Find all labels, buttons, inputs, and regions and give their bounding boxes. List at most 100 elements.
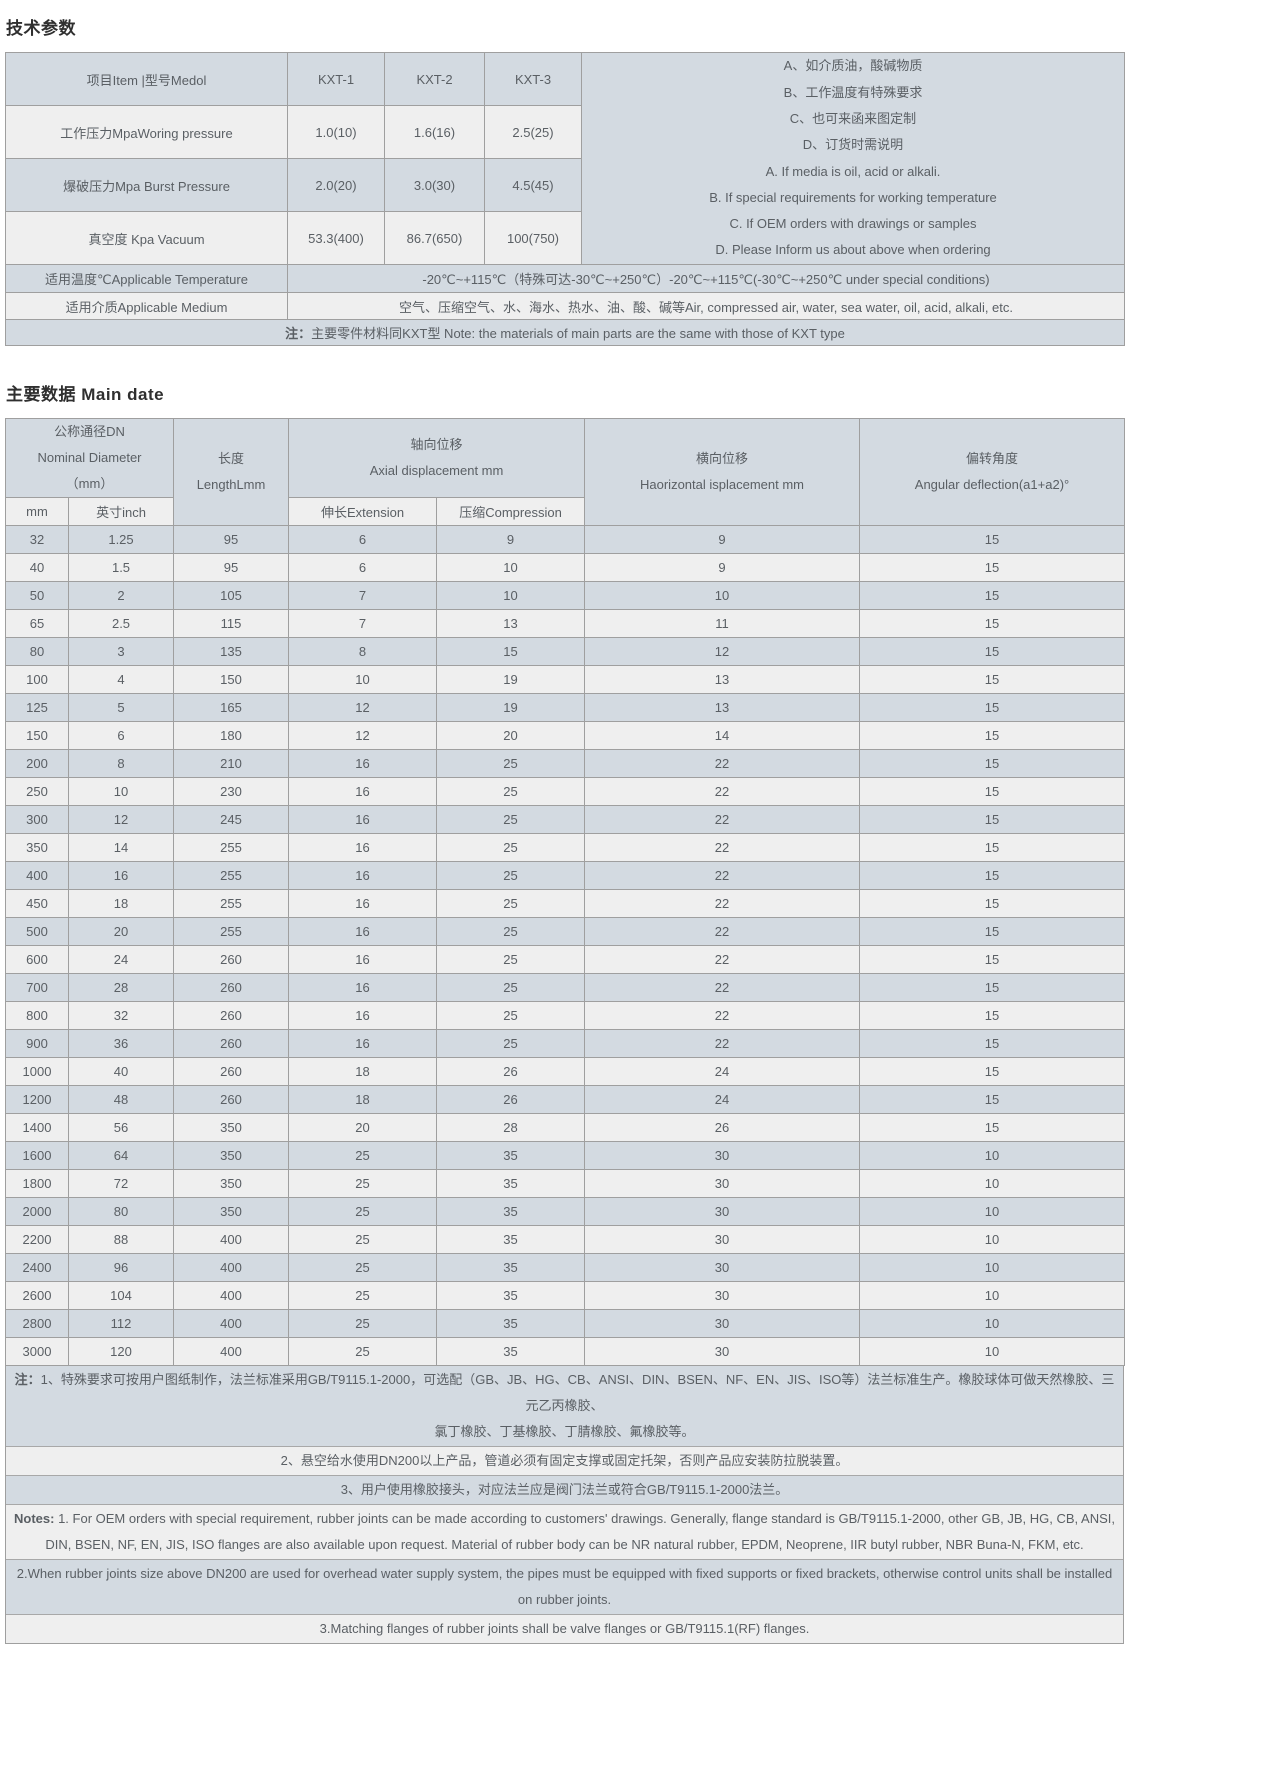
table-row: 500 20 255 16 25 22 15	[5, 917, 1126, 946]
table-cell: 10	[436, 581, 586, 610]
page-content: 技术参数 项目Item |型号Medol KXT-1 KXT-2 KXT-3 A…	[4, 0, 1126, 1644]
table-cell: 260	[173, 1001, 290, 1030]
table-cell: 30	[584, 1281, 861, 1310]
table-cell: 25	[288, 1253, 438, 1282]
temperature-value-cell: -20℃~+115℃（特殊可达-30℃~+250℃）-20℃~+115℃(-30…	[287, 264, 1125, 293]
header-line: Nominal Diameter	[37, 450, 142, 465]
table-cell: 1800	[5, 1169, 69, 1198]
table-row: 600 24 260 16 25 22 15	[5, 945, 1126, 974]
length-header-cell: 长度 LengthLmm	[173, 418, 290, 526]
table-cell: 255	[173, 917, 290, 946]
table-row: 1000 40 260 18 26 24 15	[5, 1057, 1126, 1086]
table-cell: 10	[859, 1169, 1126, 1198]
table-cell: 22	[584, 889, 861, 918]
header-line: 轴向位移	[410, 437, 463, 452]
table-cell: 800	[5, 1001, 69, 1030]
note-line: 3、用户使用橡胶接头，对应法兰应是阀门法兰或符合GB/T9115.1-2000法…	[340, 1482, 789, 1497]
note-row: 3.Matching flanges of rubber joints shal…	[6, 1614, 1123, 1643]
header-line: （mm）	[65, 476, 114, 491]
table-cell: 1600	[5, 1141, 69, 1170]
item-model-header-cell: 项目Item |型号Medol	[5, 52, 288, 106]
table-cell: 22	[584, 1029, 861, 1058]
table-cell: 15	[859, 1085, 1126, 1114]
table-row: 65 2.5 115 7 13 11 15	[5, 609, 1126, 638]
table-cell: 2.5	[67, 609, 175, 638]
table-cell: 25	[436, 1029, 586, 1058]
table-cell: 260	[173, 973, 290, 1002]
table-cell: 88	[67, 1225, 175, 1254]
table-cell: 16	[288, 973, 438, 1002]
table-cell: 22	[584, 1001, 861, 1030]
table-cell: 30	[584, 1141, 861, 1170]
table-cell: 11	[584, 609, 861, 638]
header-line: Angular deflection(a1+a2)°	[914, 477, 1070, 492]
table-cell: 3	[67, 637, 175, 666]
table-cell: 180	[173, 721, 290, 750]
table-cell: 1200	[5, 1085, 69, 1114]
table-row: 150 6 180 12 20 14 15	[5, 721, 1126, 750]
table-cell: 350	[5, 833, 69, 862]
table-cell: 48	[67, 1085, 175, 1114]
note-bold-prefix: 注：	[14, 1372, 41, 1387]
table-cell: 112	[67, 1309, 175, 1338]
table-cell: 13	[584, 665, 861, 694]
table-cell: 2.0(20)	[287, 158, 385, 212]
table-cell: 25	[288, 1169, 438, 1198]
table-cell: 2400	[5, 1253, 69, 1282]
table-cell: 24	[67, 945, 175, 974]
materials-note-cell: 注：主要零件材料同KXT型 Note: the materials of mai…	[5, 319, 1125, 346]
table-cell: 260	[173, 1057, 290, 1086]
note-bold-prefix: 注：	[285, 326, 312, 341]
table-cell: 6	[288, 525, 438, 554]
table-cell: 20	[288, 1113, 438, 1142]
table-row: 1200 48 260 18 26 24 15	[5, 1085, 1126, 1114]
table-cell: 30	[584, 1337, 861, 1366]
table-cell: 16	[288, 861, 438, 890]
table-cell: 15	[859, 637, 1126, 666]
table-cell: 96	[67, 1253, 175, 1282]
table-cell: 35	[436, 1337, 586, 1366]
note-line: 注：1、特殊要求可按用户图纸制作，法兰标准采用GB/T9115.1-2000，可…	[14, 1372, 1115, 1413]
table-cell: 135	[173, 637, 290, 666]
table-cell: 15	[859, 777, 1126, 806]
table-cell: 35	[436, 1141, 586, 1170]
table-cell: 20	[67, 917, 175, 946]
row-label-cell: 适用介质Applicable Medium	[5, 292, 288, 320]
table-cell: 50	[5, 581, 69, 610]
header-line: 横向位移	[696, 451, 749, 466]
header-line: Haorizontal isplacement mm	[640, 477, 805, 492]
main-data-table: 公称通径DN Nominal Diameter （mm） 长度 LengthLm…	[4, 418, 1126, 1366]
note-line: C、也可来函来图定制	[789, 110, 917, 126]
row-label-cell: 适用温度℃Applicable Temperature	[5, 264, 288, 293]
table-cell: 10	[859, 1309, 1126, 1338]
table-cell: 22	[584, 749, 861, 778]
table-cell: 10	[67, 777, 175, 806]
table-row: 80 3 135 8 15 12 15	[5, 637, 1126, 666]
table-cell: 350	[173, 1169, 290, 1198]
table-cell: 16	[288, 777, 438, 806]
table-cell: 25	[288, 1141, 438, 1170]
table-cell: 35	[436, 1281, 586, 1310]
table-cell: 15	[859, 889, 1126, 918]
table-cell: 2	[67, 581, 175, 610]
table-cell: 255	[173, 833, 290, 862]
note-line: 氯丁橡胶、丁基橡胶、丁腈橡胶、氟橡胶等。	[434, 1424, 695, 1439]
table-row: 项目Item |型号Medol KXT-1 KXT-2 KXT-3 A、如介质油…	[5, 52, 1125, 265]
table-cell: 25	[436, 861, 586, 890]
table-cell: 200	[5, 749, 69, 778]
table-cell: 350	[173, 1113, 290, 1142]
table-cell: 95	[173, 553, 290, 582]
table-cell: 100	[5, 665, 69, 694]
table-row: 200 8 210 16 25 22 15	[5, 749, 1126, 778]
table-cell: 9	[584, 553, 861, 582]
table-row: 450 18 255 16 25 22 15	[5, 889, 1126, 918]
table-cell: 16	[288, 917, 438, 946]
model-header-cell: KXT-2	[384, 52, 485, 106]
table-cell: 25	[436, 833, 586, 862]
table-row: 32 1.25 95 6 9 9 15	[5, 525, 1126, 554]
table-cell: 15	[859, 721, 1126, 750]
table-row: 50 2 105 7 10 10 15	[5, 581, 1126, 610]
table-cell: 16	[288, 1001, 438, 1030]
table-cell: 32	[5, 525, 69, 554]
table-cell: 25	[436, 777, 586, 806]
